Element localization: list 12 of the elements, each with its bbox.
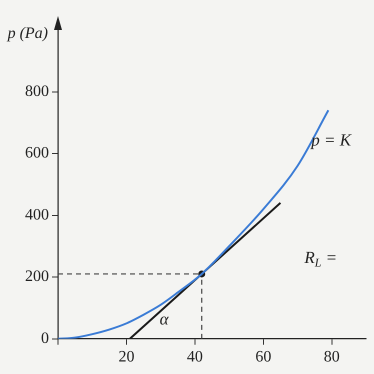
y-axis-title: p (Pa) [6, 25, 48, 42]
x-tick-label: 40 [186, 348, 203, 366]
y-tick-label: 400 [25, 206, 49, 224]
x-tick-label: 60 [255, 348, 272, 366]
y-tick-label: 800 [25, 82, 49, 100]
annotation: α [160, 310, 170, 329]
y-tick-label: 200 [25, 268, 49, 286]
y-tick-label: 0 [41, 330, 49, 348]
x-tick-label: 80 [324, 348, 340, 366]
x-tick-label: 20 [118, 348, 134, 366]
y-tick-label: 600 [25, 144, 49, 162]
annotation: p = K [310, 130, 353, 150]
